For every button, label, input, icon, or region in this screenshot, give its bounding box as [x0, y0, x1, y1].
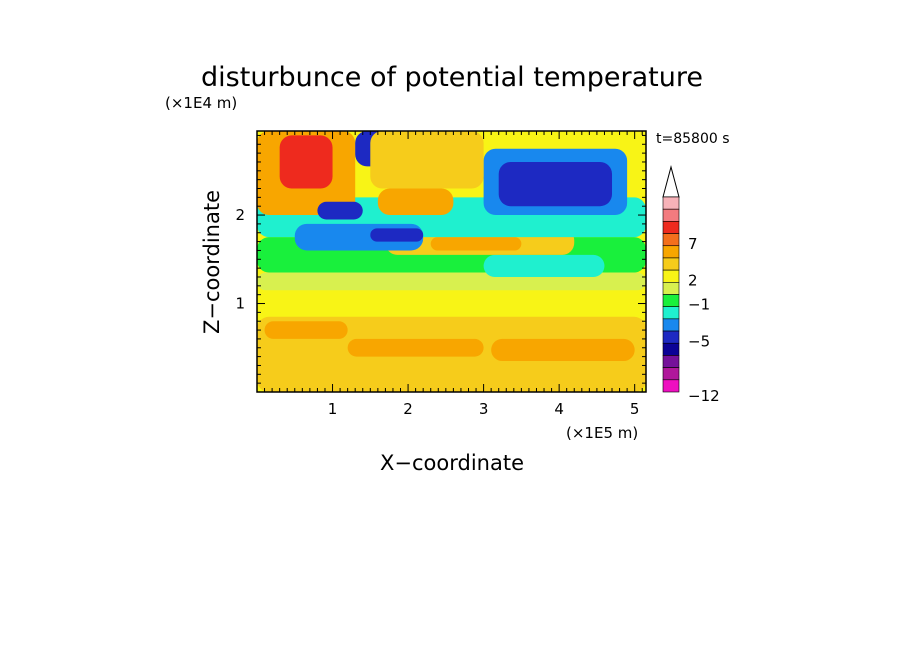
x-tick-label: 4 — [554, 400, 564, 418]
time-label: t=85800 s — [656, 131, 730, 147]
y-axis-label: Z−coordinate — [200, 190, 224, 334]
colorbar-swatch — [662, 196, 680, 210]
x-tick-label: 3 — [479, 400, 489, 418]
colorbar-swatch — [662, 269, 680, 283]
field-region — [370, 131, 484, 189]
x-unit-label: (×1E5 m) — [566, 424, 638, 442]
y-axis: 12 — [235, 134, 646, 384]
colorbar-tick-label: 2 — [688, 271, 698, 289]
field-region — [317, 201, 363, 220]
x-tick-label: 1 — [328, 400, 338, 418]
colorbar-swatch — [662, 379, 680, 393]
colorbar-swatch — [662, 221, 680, 234]
x-axis: 1 2 3 4 5 — [264, 131, 643, 418]
colorbar: 7 2 −1 −5 −12 — [662, 165, 720, 405]
field-region — [483, 254, 605, 277]
colorbar-tick-label: 7 — [688, 235, 698, 253]
colorbar-arrow — [662, 165, 680, 198]
y-tick-label: 1 — [235, 295, 245, 313]
colorbar-swatch — [662, 257, 680, 271]
colorbar-swatch — [662, 208, 680, 222]
colorbar-tick-label: −5 — [688, 332, 710, 350]
field-region — [347, 338, 484, 357]
x-axis-label: X−coordinate — [380, 451, 524, 475]
colorbar-swatch — [662, 282, 680, 295]
y-tick-label: 2 — [235, 206, 245, 224]
y-unit-label: (×1E4 m) — [165, 94, 237, 112]
plot-border — [256, 130, 647, 393]
field-region — [370, 228, 424, 242]
field-region — [279, 135, 333, 189]
colorbar-swatch — [662, 367, 680, 381]
colorbar-swatch — [662, 306, 680, 320]
colorbar-swatch — [662, 355, 680, 368]
field-region — [430, 237, 522, 251]
chart-title: disturbunce of potential temperature — [201, 62, 703, 93]
colorbar-swatch — [662, 342, 680, 356]
x-tick-label: 2 — [403, 400, 413, 418]
colorbar-swatch — [662, 245, 680, 259]
field-region — [377, 188, 454, 216]
colorbar-swatch — [662, 294, 680, 307]
colorbar-swatch — [662, 330, 680, 344]
field — [257, 131, 646, 392]
colorbar-tick-label: −1 — [688, 296, 710, 314]
plot-frame — [256, 130, 647, 393]
colorbar-swatch — [662, 233, 680, 247]
colorbar-swatch — [662, 318, 680, 332]
field-region — [498, 161, 613, 207]
field-region — [264, 321, 348, 339]
field-region — [491, 338, 635, 362]
colorbar-tick-label: −12 — [688, 387, 720, 405]
x-tick-label: 5 — [630, 400, 640, 418]
